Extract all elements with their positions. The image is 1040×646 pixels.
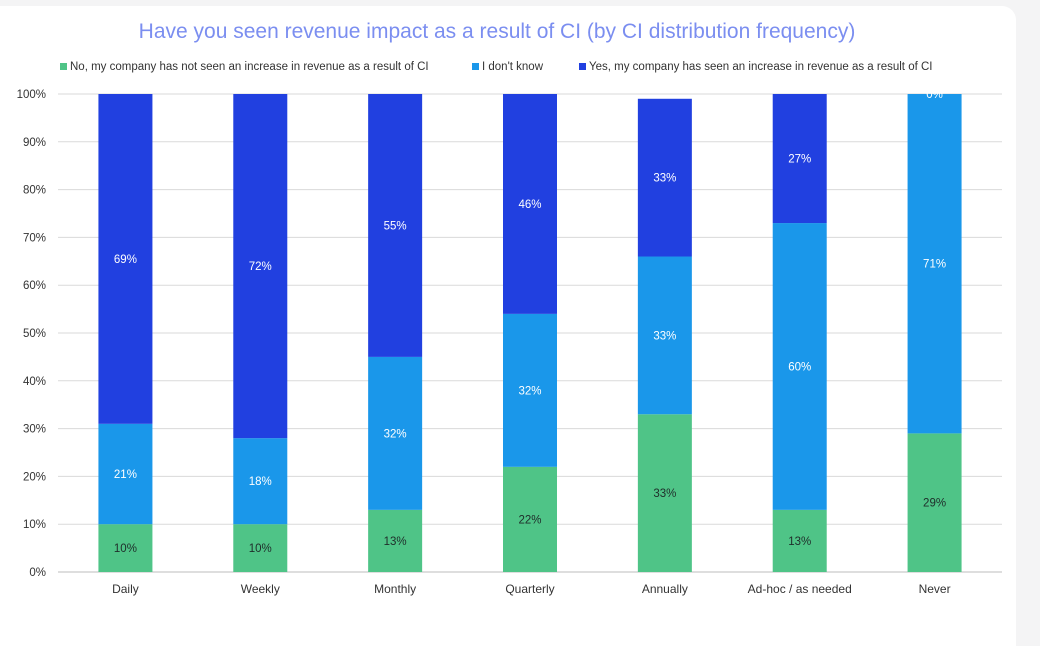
data-label: 13% <box>384 536 407 548</box>
bar-stack: 29% 71% 0% <box>907 89 962 572</box>
data-label: 60% <box>788 361 811 373</box>
data-label: 22% <box>518 514 541 526</box>
data-label: 33% <box>653 330 676 342</box>
data-label: 29% <box>923 498 946 510</box>
legend: No, my company has not seen an increase … <box>60 61 932 73</box>
bar-stack: 10% 18% 72% <box>233 94 288 572</box>
bar-segment <box>368 356 423 510</box>
bar-segment <box>907 94 962 434</box>
data-label: 33% <box>653 488 676 500</box>
x-tick-label: Quarterly <box>505 582 554 596</box>
bar-segment <box>503 94 557 314</box>
chart-title: Have you seen revenue impact as a result… <box>139 20 856 43</box>
data-label: 71% <box>923 259 946 271</box>
data-label: 27% <box>788 154 811 166</box>
y-tick-label: 50% <box>23 328 46 340</box>
legend-label: No, my company has not seen an increase … <box>70 61 429 73</box>
bar-segment <box>772 509 827 572</box>
data-label: 13% <box>788 536 811 548</box>
y-tick-label: 10% <box>23 519 46 531</box>
y-tick-label: 20% <box>23 471 46 483</box>
data-label: 72% <box>249 261 272 273</box>
bar-segment <box>98 423 153 525</box>
data-label: 32% <box>384 428 407 440</box>
data-label: 55% <box>384 220 407 232</box>
x-tick-label: Monthly <box>374 582 416 596</box>
x-tick-label: Never <box>919 582 951 596</box>
x-tick-label: Weekly <box>241 582 280 596</box>
x-tick-label: Annually <box>642 582 688 596</box>
bar-segment <box>907 433 962 572</box>
bar-stack: 22% 32% 46% <box>503 94 557 572</box>
x-tick-label: Daily <box>112 582 139 596</box>
y-tick-label: 40% <box>23 376 46 388</box>
data-label: 10% <box>114 543 137 555</box>
bar-segment <box>368 94 423 357</box>
data-label: 18% <box>249 476 272 488</box>
bar-stack: 13% 32% 55% <box>368 94 423 572</box>
bar-segment <box>637 256 692 415</box>
bar-segment <box>503 466 557 572</box>
y-tick-label: 80% <box>23 185 46 197</box>
bar-segment <box>98 94 153 424</box>
data-label: 46% <box>518 199 541 211</box>
data-label: 10% <box>249 543 272 555</box>
data-label: 21% <box>114 469 137 481</box>
data-label: 69% <box>114 254 137 266</box>
bar-segment <box>233 438 288 525</box>
y-tick-label: 90% <box>23 137 46 149</box>
bar-segment <box>772 94 827 224</box>
y-tick-label: 30% <box>23 424 46 436</box>
y-tick-label: 100% <box>17 89 46 101</box>
bar-segment <box>233 524 288 572</box>
bar-segment <box>772 223 827 510</box>
legend-label: Yes, my company has seen an increase in … <box>589 61 932 73</box>
bar-segment <box>98 524 153 572</box>
x-axis: Daily Weekly Monthly Quarterly Annually Ad-ho… <box>112 582 950 596</box>
bar-stack: 10% 21% 69% <box>98 94 153 572</box>
legend-label: I don't know <box>482 61 544 73</box>
bar-segment <box>233 94 288 439</box>
data-label: 32% <box>518 385 541 397</box>
legend-swatch <box>579 63 586 70</box>
legend-swatch <box>472 63 479 70</box>
data-label: 0% <box>926 89 943 101</box>
bar-segment <box>503 313 557 467</box>
x-tick-label: Ad-hoc / as needed <box>748 582 852 596</box>
y-tick-label: 70% <box>23 232 46 244</box>
bar-segment <box>637 414 692 572</box>
stacked-bar-chart: Have you seen revenue impact as a result… <box>17 20 1002 596</box>
y-tick-label: 0% <box>29 567 46 579</box>
bars: 10%21%69%10%18%72%13%32%55%22%32%46%33%3… <box>98 89 962 572</box>
data-label: 33% <box>653 173 676 185</box>
bar-stack: 33% 33% 33% <box>637 98 692 572</box>
bar-segment <box>637 98 692 257</box>
y-tick-label: 60% <box>23 280 46 292</box>
bar-stack: 13% 60% 27% <box>772 94 827 572</box>
bar-segment <box>368 509 423 572</box>
legend-swatch <box>60 63 67 70</box>
